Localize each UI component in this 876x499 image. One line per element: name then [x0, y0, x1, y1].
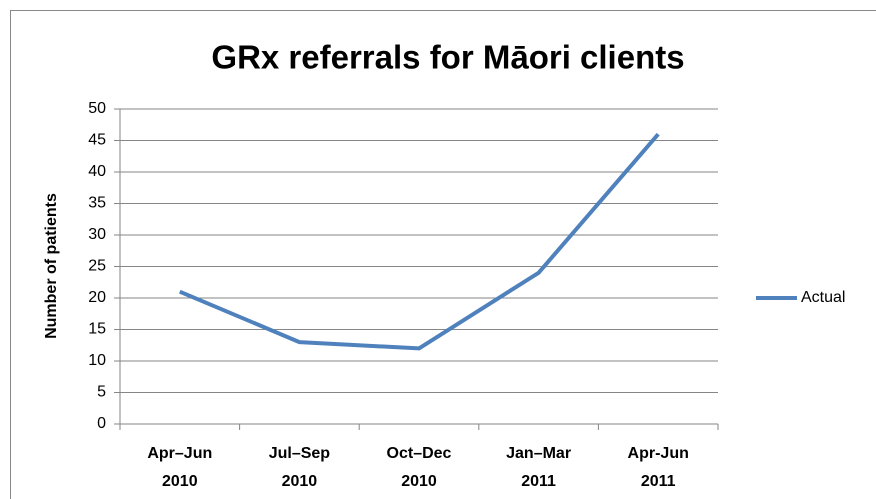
- y-tick-label: 15: [88, 321, 106, 338]
- y-tick-label: 30: [88, 226, 106, 243]
- y-tick-label: 5: [97, 384, 106, 401]
- y-tick-label: 0: [97, 415, 106, 432]
- data-line: [179, 132, 660, 351]
- y-tick-label: 45: [88, 132, 106, 149]
- y-tick-label: 25: [88, 258, 106, 275]
- x-tick-label: Apr-Jun 2011: [628, 445, 689, 490]
- y-axis-label: Number of patients: [43, 193, 60, 339]
- x-tick-label: Apr–Jun 2010: [147, 445, 212, 490]
- y-tick-label: 10: [88, 352, 106, 369]
- x-tick-label: Oct–Dec 2010: [387, 445, 452, 490]
- x-tick-label: Jan–Mar 2011: [506, 445, 571, 490]
- y-tick-label: 35: [88, 195, 106, 212]
- y-tick-label: 40: [88, 163, 106, 180]
- y-tick-label: 50: [88, 100, 106, 117]
- chart-border: [10, 10, 876, 499]
- y-tick-label: 20: [88, 289, 106, 306]
- chart-title: GRx referrals for Māori clients: [211, 39, 684, 76]
- x-tick-label: Jul–Sep 2010: [269, 445, 331, 490]
- legend-label: Actual: [801, 289, 845, 306]
